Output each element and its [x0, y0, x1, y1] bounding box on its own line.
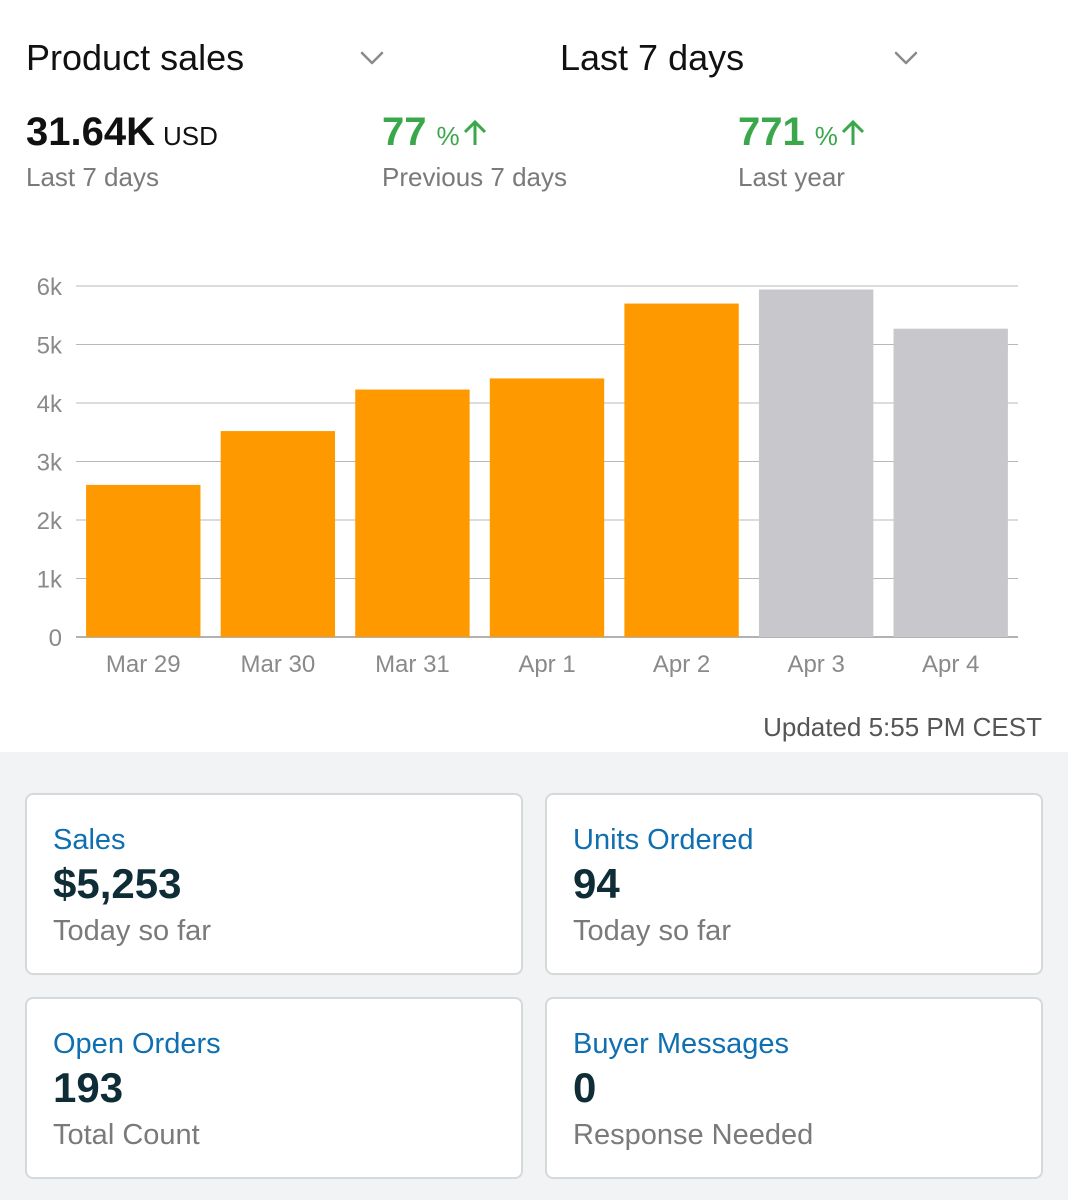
- total-sales-value: 31.64K: [26, 110, 155, 154]
- x-tick-label: Mar 30: [241, 651, 316, 678]
- metric-dropdown-label: Product sales: [26, 37, 245, 78]
- card-subtitle: Today so far: [573, 915, 731, 947]
- x-tick-label: Mar 31: [375, 651, 450, 678]
- previous-period-unit: %: [436, 121, 460, 151]
- card-value: 94: [573, 860, 620, 907]
- previous-period-label: Previous 7 days: [382, 162, 567, 192]
- y-tick-label: 3k: [37, 450, 63, 477]
- open-orders-card[interactable]: Open Orders 193 Total Count: [25, 997, 523, 1179]
- buyer-messages-card[interactable]: Buyer Messages 0 Response Needed: [545, 997, 1043, 1179]
- units-ordered-card[interactable]: Units Ordered 94 Today so far: [545, 793, 1043, 975]
- x-tick-label: Apr 4: [922, 651, 979, 678]
- previous-period-value: 77: [382, 110, 427, 154]
- chevron-down-icon: [360, 51, 384, 65]
- x-tick-label: Mar 29: [106, 651, 181, 678]
- sales-bar-chart: 0 1k 2k 3k 4k 5k 6k Mar 29 Mar 30 Mar 31 Apr 1 Apr…: [37, 274, 1018, 678]
- last-year-stat: 771% Last year: [738, 108, 866, 193]
- chevron-down-icon: [894, 51, 918, 65]
- y-tick-label: 2k: [37, 508, 63, 535]
- date-range-dropdown[interactable]: Last 7 days: [560, 30, 930, 86]
- y-tick-label: 6k: [37, 274, 63, 301]
- chart-y-axis: 0 1k 2k 3k 4k 5k 6k: [37, 274, 63, 652]
- bar-mar-29[interactable]: [86, 484, 201, 637]
- total-sales-stat: 31.64K USD Last 7 days: [26, 108, 218, 193]
- chart-bars: [86, 289, 1008, 637]
- total-sales-unit: USD: [162, 121, 218, 151]
- last-year-value: 771: [738, 110, 805, 154]
- bar-mar-31[interactable]: [355, 389, 470, 637]
- card-subtitle: Response Needed: [573, 1119, 814, 1151]
- bar-apr-3[interactable]: [758, 289, 874, 637]
- sales-summary-panel: Product sales Last 7 days 31.64K USD Last…: [26, 30, 1042, 742]
- bar-apr-4[interactable]: [893, 328, 1008, 637]
- total-sales-label: Last 7 days: [26, 162, 159, 192]
- last-updated-text: Updated 5:55 PM CEST: [763, 712, 1042, 742]
- card-title: Buyer Messages: [573, 1028, 789, 1060]
- last-year-label: Last year: [738, 162, 845, 192]
- previous-period-stat: 77% Previous 7 days: [382, 108, 567, 193]
- y-tick-label: 5k: [37, 333, 63, 360]
- x-tick-label: Apr 3: [787, 651, 844, 678]
- bar-apr-2[interactable]: [624, 303, 739, 637]
- x-tick-label: Apr 2: [653, 651, 710, 678]
- card-subtitle: Total Count: [53, 1119, 200, 1151]
- sales-card[interactable]: Sales $5,253 Today so far: [25, 793, 523, 975]
- metric-dropdown[interactable]: Product sales: [26, 30, 396, 86]
- today-summary-section: Sales $5,253 Today so far Units Ordered …: [0, 752, 1068, 1200]
- card-value: 0: [573, 1064, 597, 1111]
- y-tick-label: 0: [49, 625, 62, 652]
- arrow-up-icon: [463, 119, 486, 145]
- card-value: $5,253: [53, 860, 182, 907]
- y-tick-label: 4k: [37, 391, 63, 418]
- card-title: Open Orders: [53, 1028, 221, 1060]
- card-value: 193: [53, 1064, 124, 1111]
- date-range-dropdown-label: Last 7 days: [560, 37, 745, 78]
- card-title: Sales: [53, 824, 126, 856]
- arrow-up-icon: [841, 119, 864, 145]
- x-tick-label: Apr 1: [518, 651, 575, 678]
- y-tick-label: 1k: [37, 567, 63, 594]
- bar-apr-1[interactable]: [489, 378, 605, 637]
- card-title: Units Ordered: [573, 824, 754, 856]
- last-year-unit: %: [814, 121, 838, 151]
- chart-x-axis: Mar 29 Mar 30 Mar 31 Apr 1 Apr 2 Apr 3 Apr 4: [106, 651, 979, 678]
- bar-mar-30[interactable]: [220, 431, 336, 637]
- card-subtitle: Today so far: [53, 915, 211, 947]
